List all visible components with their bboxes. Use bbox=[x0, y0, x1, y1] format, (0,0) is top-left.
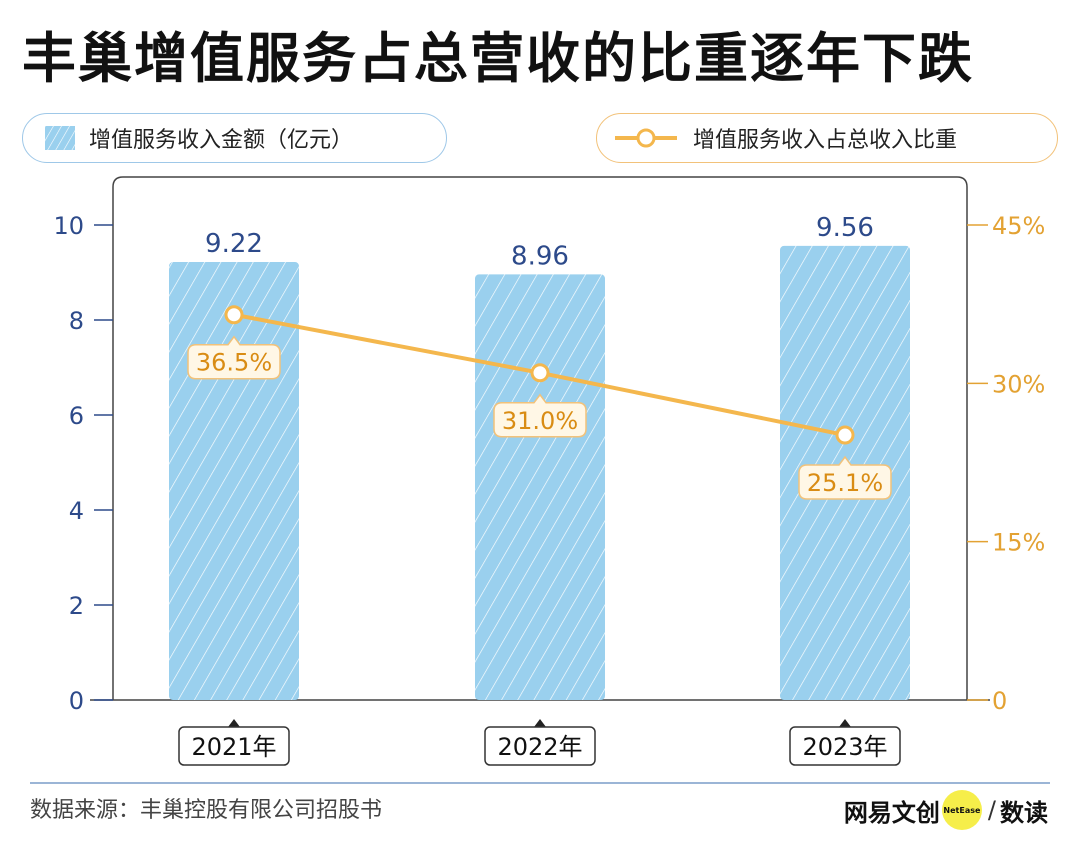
left-axis-tick-label: 10 bbox=[53, 212, 84, 240]
category-label: 2022年 bbox=[497, 733, 582, 761]
left-axis-tick-label: 0 bbox=[69, 687, 84, 715]
line-value-callout bbox=[493, 393, 587, 438]
brand-section: 数读 bbox=[1000, 798, 1048, 827]
legend-bar-series: 增值服务收入金额（亿元） bbox=[22, 113, 447, 163]
line-point bbox=[835, 425, 855, 445]
plot-frame bbox=[112, 176, 968, 700]
line-value-callout bbox=[187, 335, 281, 380]
brand-name: 网易文创 bbox=[843, 798, 940, 827]
category-box bbox=[484, 726, 596, 766]
data-source: 数据来源：丰巢控股有限公司招股书 bbox=[30, 798, 383, 823]
left-axis-tick-label: 2 bbox=[69, 592, 84, 620]
footer-divider bbox=[30, 782, 1050, 784]
right-axis-tick-label: 45% bbox=[992, 212, 1045, 240]
category-box bbox=[178, 726, 290, 766]
right-axis-tick-label: 0 bbox=[992, 687, 1007, 715]
category-label: 2021年 bbox=[191, 733, 276, 761]
left-axis-tick-label: 8 bbox=[69, 307, 84, 335]
line-swatch-icon bbox=[615, 128, 677, 148]
brand-logo: 网易文创 NetEase / 数读 bbox=[844, 790, 1048, 830]
left-axis-tick-label: 4 bbox=[69, 497, 84, 525]
category-pointer-icon bbox=[839, 719, 851, 727]
chart-area: 0 2 4 6 8 10 0 15% 30% 45% 9.22 8.96 9.56 36.5% 31.… bbox=[53, 176, 1045, 766]
line-value-label: 36.5% bbox=[196, 349, 272, 377]
bar-value-label: 8.96 bbox=[511, 241, 569, 271]
left-axis-tick-label: 6 bbox=[69, 402, 84, 430]
bar-value-label: 9.56 bbox=[816, 213, 874, 243]
right-axis-tick-label: 30% bbox=[992, 370, 1045, 398]
line-point bbox=[224, 305, 244, 325]
brand-dot-icon: NetEase bbox=[941, 790, 982, 830]
legend-line-series: 增值服务收入占总收入比重 bbox=[596, 113, 1058, 163]
line-value-label: 25.1% bbox=[807, 469, 883, 497]
legend-line-label: 增值服务收入占总收入比重 bbox=[693, 128, 958, 153]
bar-2021年 bbox=[169, 262, 299, 700]
category-box bbox=[789, 726, 901, 766]
bar-value-label: 9.22 bbox=[205, 229, 263, 259]
bar-swatch-icon bbox=[45, 126, 75, 150]
category-pointer-icon bbox=[534, 719, 546, 727]
line-value-label: 31.0% bbox=[502, 407, 578, 435]
legend-bar-label: 增值服务收入金额（亿元） bbox=[89, 128, 354, 153]
line-value-callout bbox=[798, 455, 892, 500]
bar-2022年 bbox=[475, 274, 605, 700]
line-point bbox=[530, 363, 550, 383]
category-pointer-icon bbox=[228, 719, 240, 727]
category-label: 2023年 bbox=[802, 733, 887, 761]
brand-separator: / bbox=[987, 796, 996, 824]
chart-title: 丰巢增值服务占总营收的比重逐年下跌 bbox=[22, 27, 974, 90]
right-axis-tick-label: 15% bbox=[992, 529, 1045, 557]
